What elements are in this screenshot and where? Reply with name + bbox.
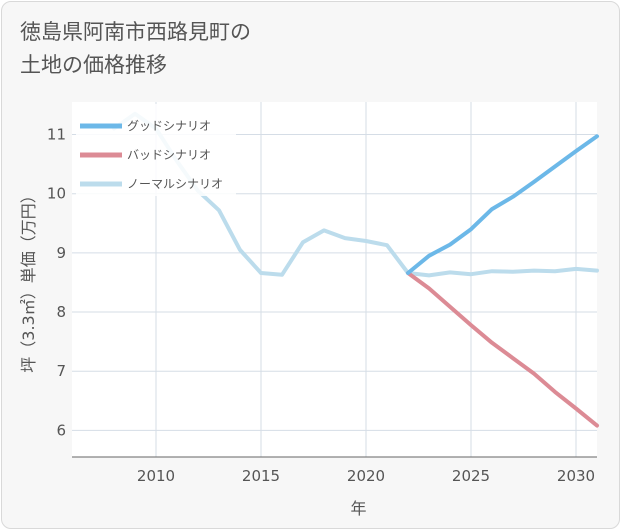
chart-title-line-2: 土地の価格推移 xyxy=(20,53,167,77)
y-tick-label: 9 xyxy=(56,244,66,262)
y-tick-label: 6 xyxy=(56,421,66,439)
y-tick-label: 10 xyxy=(47,185,66,203)
legend-label-1: バッドシナリオ xyxy=(127,148,211,162)
x-tick-label: 2010 xyxy=(137,467,175,485)
series-line-0 xyxy=(406,134,599,275)
series-line-1 xyxy=(406,271,599,428)
x-axis-label: 年 xyxy=(350,499,366,518)
legend-box xyxy=(76,104,236,196)
x-tick-label: 2030 xyxy=(557,467,595,485)
x-tick-label: 2025 xyxy=(452,467,490,485)
y-tick-label: 11 xyxy=(47,126,66,144)
chart-title-line-1: 徳島県阿南市西路見町の xyxy=(20,20,251,44)
y-tick-label: 8 xyxy=(56,303,66,321)
chart-title: 徳島県阿南市西路見町の 土地の価格推移 xyxy=(20,16,251,82)
x-tick-label: 2020 xyxy=(347,467,385,485)
y-axis-label: 坪（3.3㎡）単価（万円） xyxy=(19,187,38,372)
legend-label-2: ノーマルシナリオ xyxy=(127,177,223,191)
x-tick-label: 2015 xyxy=(242,467,280,485)
legend-label-0: グッドシナリオ xyxy=(127,119,211,133)
y-tick-label: 7 xyxy=(56,362,66,380)
